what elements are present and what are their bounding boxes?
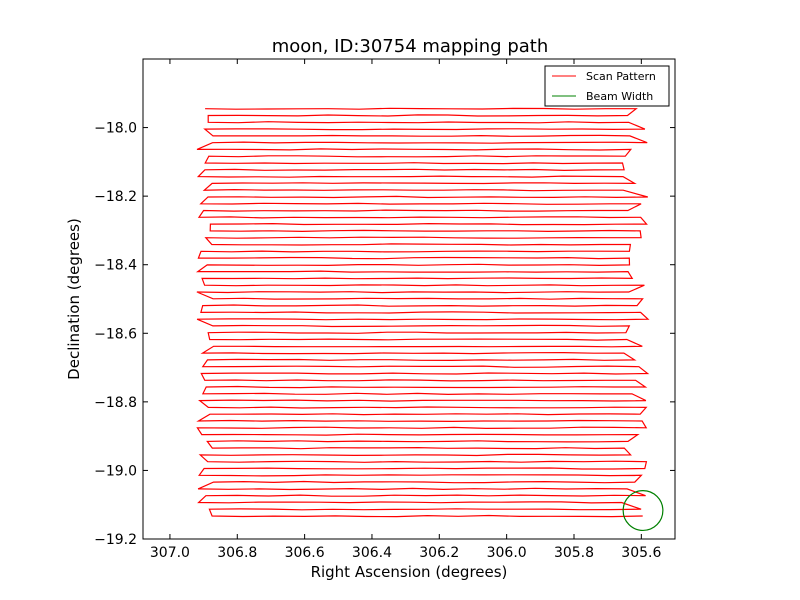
- chart-title: moon, ID:30754 mapping path: [272, 36, 549, 57]
- y-tick-label: −18.4: [94, 258, 137, 274]
- x-tick-label: 305.8: [554, 545, 594, 561]
- y-tick-label: −18.2: [94, 189, 137, 205]
- legend-beam-width-label: Beam Width: [586, 90, 653, 103]
- legend: Scan Pattern Beam Width: [544, 65, 670, 107]
- x-axis-label: Right Ascension (degrees): [311, 563, 508, 581]
- y-axis-label: Declination (degrees): [65, 218, 83, 380]
- plot-area: [195, 107, 664, 532]
- y-tick-label: −19.2: [94, 532, 137, 548]
- y-tick-label: −18.6: [94, 326, 137, 342]
- x-tick-label: 306.4: [352, 545, 392, 561]
- y-tick-label: −19.0: [94, 463, 137, 479]
- plot-frame: [142, 58, 676, 540]
- y-axis-ticks: −18.0 −18.2 −18.4 −18.6 −18.8 −19.0 −19.2: [94, 121, 675, 548]
- x-tick-label: 306.6: [285, 545, 325, 561]
- scan-pattern-series: [195, 107, 650, 518]
- beam-width-circle: [622, 490, 664, 532]
- beam-width-series: [622, 490, 664, 532]
- legend-scan-pattern-label: Scan Pattern: [586, 70, 656, 83]
- x-tick-label: 307.0: [150, 545, 190, 561]
- x-axis-ticks: 307.0 306.8 306.6 306.4 306.2 306.0 305.8 305.6: [150, 59, 661, 561]
- x-tick-label: 306.2: [419, 545, 459, 561]
- x-tick-label: 306.8: [217, 545, 257, 561]
- y-tick-label: −18.8: [94, 395, 137, 411]
- legend-box: [544, 65, 670, 107]
- y-tick-label: −18.0: [94, 121, 137, 137]
- x-tick-label: 306.0: [487, 545, 527, 561]
- scan-pattern-line: [195, 107, 650, 518]
- x-tick-label: 305.6: [621, 545, 661, 561]
